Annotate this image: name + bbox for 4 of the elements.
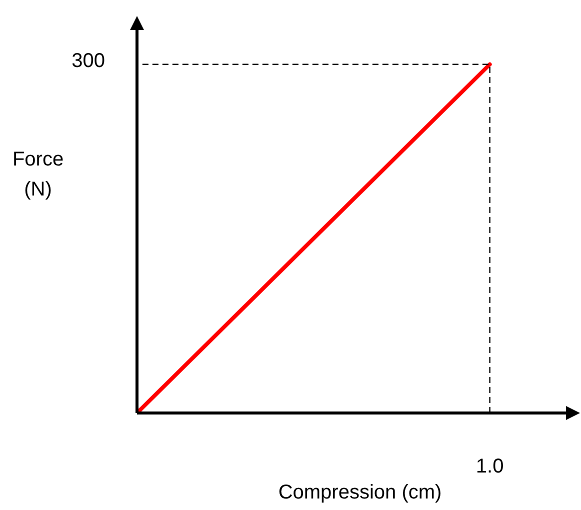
x-axis-title: Compression (cm) [278, 482, 442, 504]
text: 300 [72, 50, 105, 72]
y-axis-title: Force (N) [12, 148, 64, 201]
text: 1.0 [476, 456, 504, 478]
